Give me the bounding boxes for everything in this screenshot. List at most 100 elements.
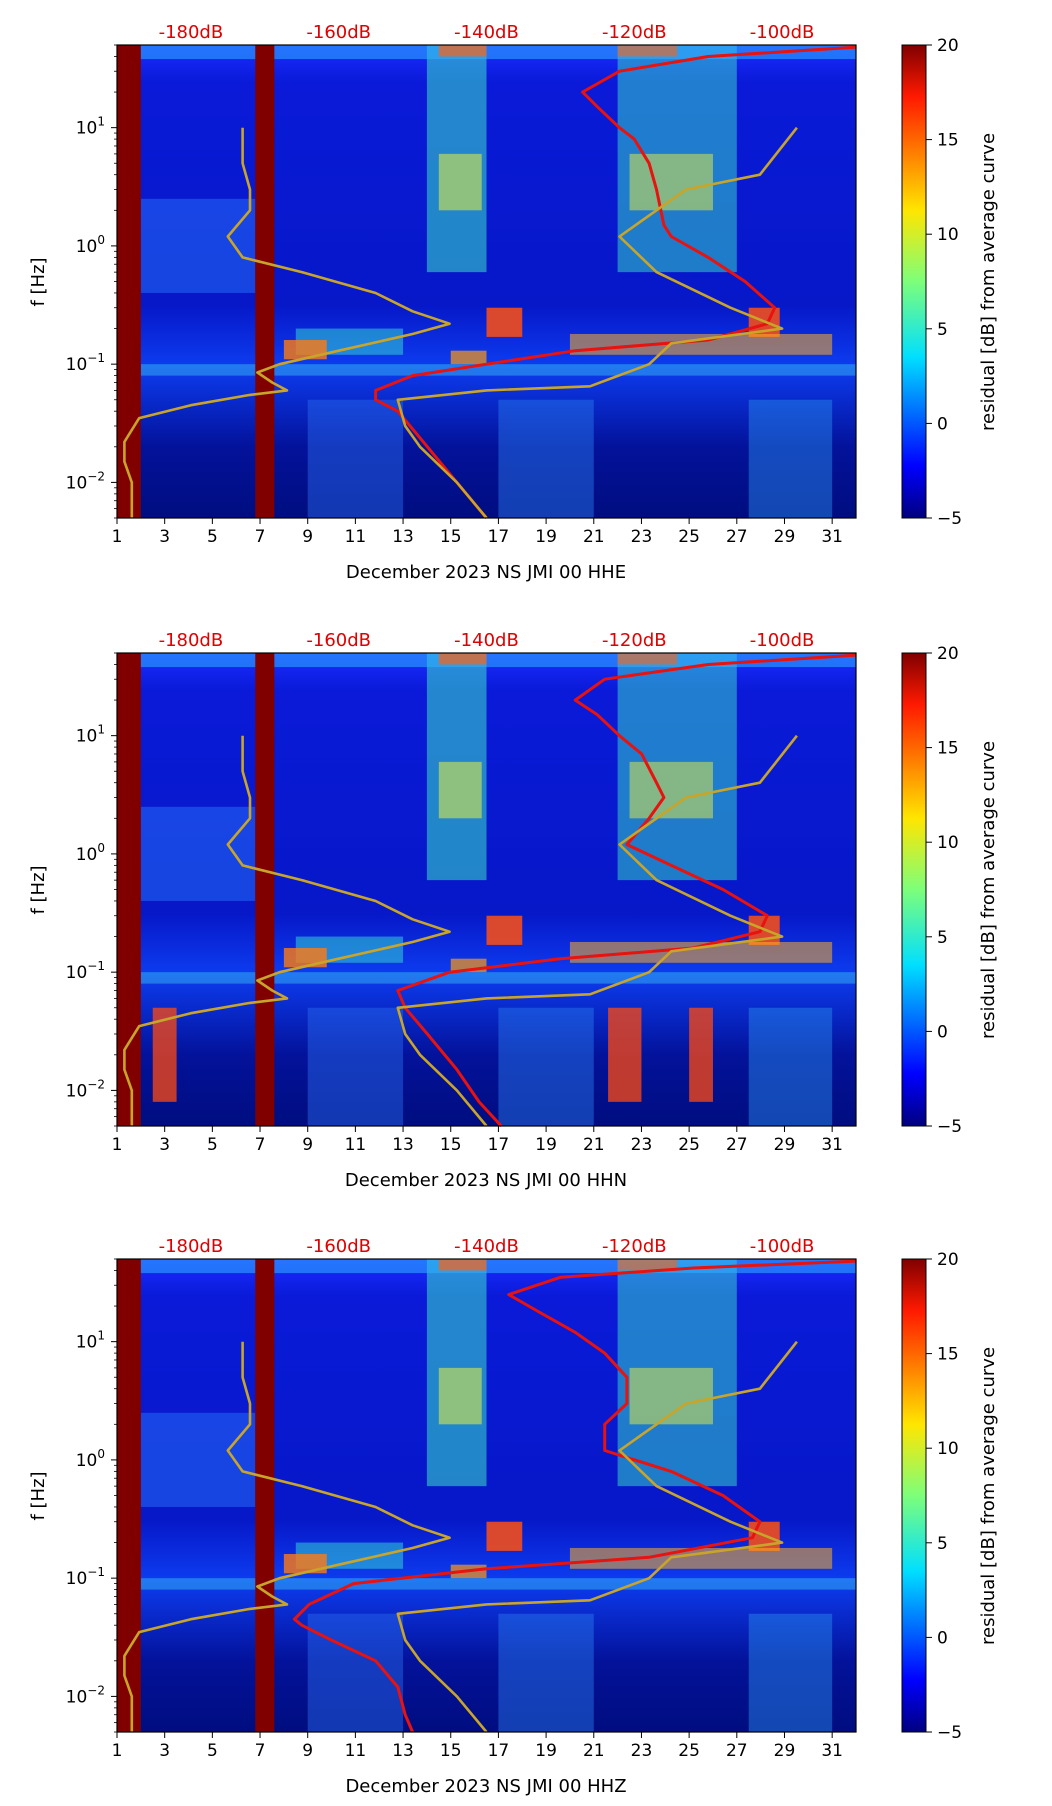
x-tick-label: 13 — [392, 1741, 414, 1761]
y-tick-label: 100 — [76, 841, 105, 865]
top-db-label: -100dB — [750, 22, 815, 43]
top-db-label: -100dB — [750, 630, 815, 651]
colorbar-tick-label: −5 — [937, 1723, 962, 1743]
colorbar-ticks: 20 15 10 5 0 −5 — [926, 1250, 962, 1743]
y-tick-label: 100 — [76, 1447, 105, 1471]
x-axis-label: December 2023 NS JMI 00 HHZ — [345, 1776, 626, 1797]
y-tick-label: 10−2 — [66, 469, 105, 493]
colorbar-tick-label: 20 — [937, 36, 959, 56]
x-axis-label: December 2023 NS JMI 00 HHN — [345, 1170, 627, 1191]
colorbar-tick-label: 15 — [937, 131, 959, 151]
colorbar-tick-label: 10 — [937, 1439, 959, 1459]
y-axis: 10−2 10−1 100 101 — [66, 652, 117, 1127]
x-tick-label: 29 — [774, 1741, 796, 1761]
y-tick-label: 10−2 — [66, 1683, 105, 1707]
x-tick-label: 1 — [112, 527, 123, 547]
y-axis: 10−2 10−1 100 101 — [66, 1258, 117, 1733]
colorbar-label: residual [dB] from average curve — [978, 741, 999, 1039]
x-tick-label: 7 — [255, 1135, 266, 1155]
x-tick-label: 11 — [345, 1135, 367, 1155]
top-db-label: -140dB — [454, 1236, 519, 1257]
spectrogram-band — [283, 340, 327, 360]
x-tick-label: 11 — [345, 1741, 367, 1761]
spectrogram-band — [498, 1613, 594, 1732]
x-tick-label: 13 — [392, 1135, 414, 1155]
y-tick-label: 101 — [76, 115, 105, 139]
spectrogram-band — [140, 806, 256, 901]
red-psd-curve — [396, 653, 857, 1128]
x-tick-label: 23 — [631, 527, 653, 547]
y-axis-label: f [Hz] — [28, 1471, 49, 1520]
spectrogram-band — [140, 1578, 856, 1590]
x-tick-label: 21 — [583, 1135, 605, 1155]
x-axis: 1 3 5 7 9 11 13 15 17 19 21 23 25 27 29 31 — [112, 1732, 843, 1761]
gold-reference-curve — [396, 1340, 798, 1733]
spectrogram-band — [629, 153, 713, 211]
red-psd-curve — [292, 1259, 857, 1733]
y-tick-label: 101 — [76, 1329, 105, 1353]
x-tick-label: 15 — [440, 527, 462, 547]
colorbar-tick-label: 10 — [937, 225, 959, 245]
spectrogram-band — [617, 1259, 678, 1271]
x-tick-label: 31 — [821, 527, 843, 547]
x-tick-label: 21 — [583, 1741, 605, 1761]
spectrogram-band — [307, 1613, 404, 1732]
colorbar-tick-label: 20 — [937, 1250, 959, 1270]
colorbar-tick-label: 10 — [937, 833, 959, 853]
spectrogram-band — [438, 1367, 482, 1425]
y-tick-label: 10−1 — [66, 1565, 105, 1589]
top-db-label: -140dB — [454, 22, 519, 43]
y-tick-label: 10−1 — [66, 959, 105, 983]
spectrogram-band — [748, 1613, 833, 1732]
missing-data-column — [255, 653, 275, 1126]
x-tick-label: 13 — [392, 527, 414, 547]
x-tick-label: 17 — [488, 1135, 510, 1155]
x-tick-label: 3 — [159, 1135, 170, 1155]
x-axis: 1 3 5 7 9 11 13 15 17 19 21 23 25 27 29 31 — [112, 1126, 843, 1155]
x-tick-label: 25 — [678, 1135, 700, 1155]
x-tick-label: 9 — [302, 1741, 313, 1761]
spectrogram-band — [617, 653, 678, 665]
colorbar-tick-label: 15 — [937, 1345, 959, 1365]
colorbar-tick-label: 5 — [937, 320, 948, 340]
spectrogram-features — [117, 1259, 856, 1732]
spectrogram-band — [307, 1007, 404, 1126]
top-db-label: -120dB — [602, 630, 667, 651]
missing-data-column — [117, 1259, 141, 1732]
x-tick-label: 31 — [821, 1741, 843, 1761]
x-tick-label: 15 — [440, 1135, 462, 1155]
x-tick-label: 1 — [112, 1741, 123, 1761]
colorbar-gradient — [901, 44, 927, 519]
panel-3: 1 3 5 7 9 11 13 15 17 19 21 23 25 27 29 31 10−210−11001… — [28, 1236, 999, 1797]
spectrogram-plot-area — [116, 1258, 857, 1733]
top-db-axis: -180dB -160dB -140dB -120dB -100dB — [159, 630, 815, 651]
colorbar-tick-label: −5 — [937, 1117, 962, 1137]
spectrogram-plot-area — [116, 44, 857, 519]
psd-curves — [123, 45, 857, 519]
x-tick-label: 11 — [345, 527, 367, 547]
colorbar: 20 15 10 5 0 −5 residual [dB] from average cu… — [901, 644, 999, 1137]
spectrogram-band — [438, 45, 487, 57]
x-tick-label: 19 — [535, 527, 557, 547]
colorbar-gradient — [901, 652, 927, 1127]
top-db-label: -160dB — [306, 22, 371, 43]
x-tick-label: 25 — [678, 527, 700, 547]
spectrogram-plot-area — [116, 652, 857, 1128]
top-db-axis: -180dB -160dB -140dB -120dB -100dB — [159, 1236, 815, 1257]
x-tick-label: 29 — [774, 527, 796, 547]
y-axis-label: f [Hz] — [28, 257, 49, 306]
colorbar-label: residual [dB] from average curve — [978, 1347, 999, 1645]
missing-data-column — [255, 1259, 275, 1732]
gold-reference-curve — [123, 127, 451, 518]
y-axis: 10−2 10−1 100 101 — [66, 44, 117, 519]
missing-data-column — [255, 45, 275, 518]
spectrogram-band — [438, 153, 482, 211]
top-db-label: -120dB — [602, 1236, 667, 1257]
colorbar-tick-label: 0 — [937, 1628, 948, 1648]
spectrogram-band — [140, 1412, 256, 1507]
gold-reference-curve — [123, 1341, 451, 1732]
top-db-label: -140dB — [454, 630, 519, 651]
colorbar: 20 15 10 5 0 −5 residual [dB] from average cu… — [901, 36, 999, 529]
spectrogram-features — [117, 653, 856, 1126]
x-tick-label: 27 — [726, 1135, 748, 1155]
